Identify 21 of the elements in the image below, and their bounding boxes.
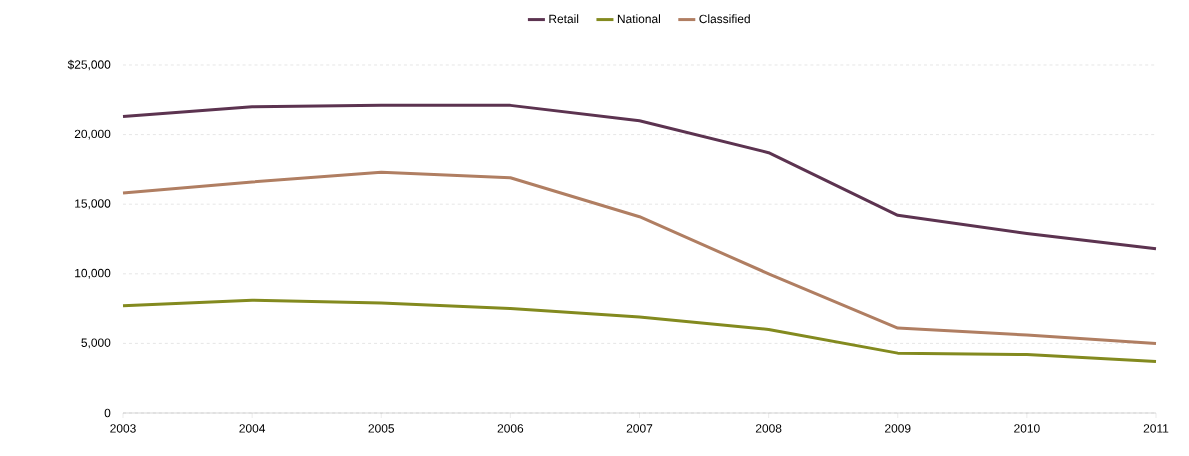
- x-tick-label: 2011: [1143, 424, 1169, 433]
- x-tick-label: 2006: [497, 424, 524, 433]
- legend-label: National: [617, 14, 660, 24]
- x-tick-label: 2004: [239, 424, 266, 433]
- y-tick-label: 20,000: [74, 129, 111, 140]
- legend-label: Classified: [699, 14, 750, 24]
- y-tick-label: $25,000: [67, 59, 111, 71]
- line-series: [121, 103, 1158, 251]
- x-tick-label: 2010: [1014, 424, 1040, 433]
- x-tick-label: 2007: [626, 424, 653, 433]
- x-tick-label: 2009: [885, 424, 911, 433]
- x-tick-label: 2003: [110, 424, 136, 433]
- line-series: [121, 170, 1158, 345]
- y-tick-label: 10,000: [75, 268, 111, 279]
- y-tick-label: 0: [104, 408, 111, 418]
- y-tick-label: 15,000: [75, 199, 111, 210]
- x-tick-label: 2005: [368, 424, 395, 433]
- line-series: [121, 298, 1158, 363]
- x-tick-label: 2008: [755, 424, 782, 433]
- y-tick-label: 5,000: [81, 338, 111, 349]
- legend-label: Retail: [549, 14, 579, 24]
